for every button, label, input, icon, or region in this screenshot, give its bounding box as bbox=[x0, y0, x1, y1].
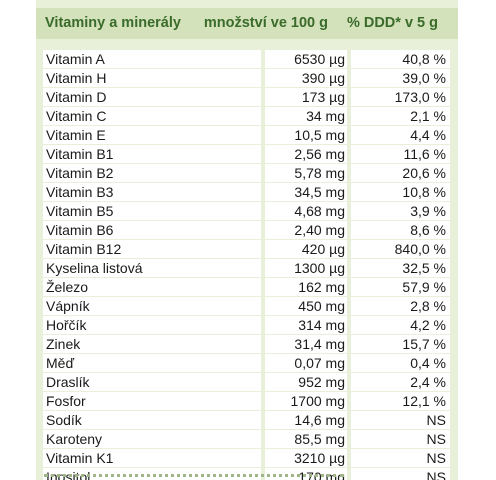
cell-ddd-percent: 10,8 % bbox=[351, 183, 450, 201]
table-row: Vitamin A 6530 µg 40,8 % bbox=[43, 50, 450, 69]
cell-ddd-percent: 2,8 % bbox=[351, 297, 450, 315]
table-row: Vitamin B2 5,78 mg 20,6 % bbox=[43, 164, 450, 183]
cell-nutrient-name: Fosfor bbox=[43, 392, 261, 410]
table-row: Draslík 952 mg 2,4 % bbox=[43, 373, 450, 392]
cell-amount-per-100g: 162 mg bbox=[265, 278, 347, 296]
cell-amount-per-100g: 420 µg bbox=[265, 240, 347, 258]
cell-ddd-percent: NS bbox=[351, 411, 450, 429]
table-row: Vitamin B1 2,56 mg 11,6 % bbox=[43, 145, 450, 164]
cell-amount-per-100g: 1700 mg bbox=[265, 392, 347, 410]
cell-nutrient-name: Měď bbox=[43, 354, 261, 372]
cell-amount-per-100g: 14,6 mg bbox=[265, 411, 347, 429]
cell-nutrient-name: Vitamin B5 bbox=[43, 202, 261, 220]
table-row: Zinek 31,4 mg 15,7 % bbox=[43, 335, 450, 354]
cell-nutrient-name: Kyselina listová bbox=[43, 259, 261, 277]
cell-ddd-percent: 12,1 % bbox=[351, 392, 450, 410]
table-row: Železo 162 mg 57,9 % bbox=[43, 278, 450, 297]
cell-nutrient-name: Sodík bbox=[43, 411, 261, 429]
cell-nutrient-name: Vitamin D bbox=[43, 88, 261, 106]
cell-ddd-percent: 173,0 % bbox=[351, 88, 450, 106]
cell-ddd-percent: 4,2 % bbox=[351, 316, 450, 334]
cell-amount-per-100g: 4,68 mg bbox=[265, 202, 347, 220]
table-row: Vitamin C 34 mg 2,1 % bbox=[43, 107, 450, 126]
header-ddd: % DDD* v 5 g bbox=[346, 15, 438, 31]
table-row: Vitamin H 390 µg 39,0 % bbox=[43, 69, 450, 88]
cell-amount-per-100g: 2,56 mg bbox=[265, 145, 347, 163]
table-row: Hořčík 314 mg 4,2 % bbox=[43, 316, 450, 335]
cell-ddd-percent: 3,9 % bbox=[351, 202, 450, 220]
cell-nutrient-name: Vitamin B6 bbox=[43, 221, 261, 239]
cell-amount-per-100g: 3210 µg bbox=[265, 449, 347, 467]
table-row: Vitamin D 173 µg 173,0 % bbox=[43, 88, 450, 107]
table-body: Vitamin A 6530 µg 40,8 % Vitamin H 390 µ… bbox=[43, 50, 450, 480]
nutrition-table-panel: Vitaminy a minerály množství ve 100 g % … bbox=[36, 0, 458, 480]
cell-amount-per-100g: 5,78 mg bbox=[265, 164, 347, 182]
table-row: Vápník 450 mg 2,8 % bbox=[43, 297, 450, 316]
cell-amount-per-100g: 6530 µg bbox=[265, 50, 347, 68]
cell-nutrient-name: Karoteny bbox=[43, 430, 261, 448]
cell-ddd-percent: 840,0 % bbox=[351, 240, 450, 258]
cell-ddd-percent: NS bbox=[351, 449, 450, 467]
cell-amount-per-100g: 173 µg bbox=[265, 88, 347, 106]
header-name: Vitaminy a minerály bbox=[45, 15, 181, 31]
cell-amount-per-100g: 314 mg bbox=[265, 316, 347, 334]
cell-ddd-percent: 39,0 % bbox=[351, 69, 450, 87]
cell-ddd-percent: NS bbox=[351, 468, 450, 480]
cell-ddd-percent: 2,4 % bbox=[351, 373, 450, 391]
cell-amount-per-100g: 85,5 mg bbox=[265, 430, 347, 448]
cell-amount-per-100g: 450 mg bbox=[265, 297, 347, 315]
cell-amount-per-100g: 34,5 mg bbox=[265, 183, 347, 201]
cut-off-footnote bbox=[44, 474, 344, 480]
table-row: Vitamin E 10,5 mg 4,4 % bbox=[43, 126, 450, 145]
cell-ddd-percent: 2,1 % bbox=[351, 107, 450, 125]
cell-nutrient-name: Vitamin B12 bbox=[43, 240, 261, 258]
cell-nutrient-name: Vitamin A bbox=[43, 50, 261, 68]
cell-amount-per-100g: 34 mg bbox=[265, 107, 347, 125]
table-row: Vitamin B5 4,68 mg 3,9 % bbox=[43, 202, 450, 221]
cell-nutrient-name: Vitamin H bbox=[43, 69, 261, 87]
cell-amount-per-100g: 10,5 mg bbox=[265, 126, 347, 144]
table-row: Měď 0,07 mg 0,4 % bbox=[43, 354, 450, 373]
table-row: Fosfor 1700 mg 12,1 % bbox=[43, 392, 450, 411]
cell-amount-per-100g: 31,4 mg bbox=[265, 335, 347, 353]
cell-nutrient-name: Zinek bbox=[43, 335, 261, 353]
cell-nutrient-name: Draslík bbox=[43, 373, 261, 391]
cell-amount-per-100g: 1300 µg bbox=[265, 259, 347, 277]
cell-ddd-percent: 4,4 % bbox=[351, 126, 450, 144]
table-row: Vitamin B3 34,5 mg 10,8 % bbox=[43, 183, 450, 202]
table-row: Vitamin B12 420 µg 840,0 % bbox=[43, 240, 450, 259]
cell-nutrient-name: Hořčík bbox=[43, 316, 261, 334]
cell-nutrient-name: Vitamin E bbox=[43, 126, 261, 144]
cell-ddd-percent: 8,6 % bbox=[351, 221, 450, 239]
cell-amount-per-100g: 2,40 mg bbox=[265, 221, 347, 239]
cell-ddd-percent: 40,8 % bbox=[351, 50, 450, 68]
table-row: Kyselina listová 1300 µg 32,5 % bbox=[43, 259, 450, 278]
table-row: Vitamin K1 3210 µg NS bbox=[43, 449, 450, 468]
cell-ddd-percent: 32,5 % bbox=[351, 259, 450, 277]
table-row: Vitamin B6 2,40 mg 8,6 % bbox=[43, 221, 450, 240]
cell-nutrient-name: Vitamin B2 bbox=[43, 164, 261, 182]
cell-ddd-percent: NS bbox=[351, 430, 450, 448]
cell-ddd-percent: 20,6 % bbox=[351, 164, 450, 182]
cell-amount-per-100g: 952 mg bbox=[265, 373, 347, 391]
cell-amount-per-100g: 0,07 mg bbox=[265, 354, 347, 372]
cell-ddd-percent: 0,4 % bbox=[351, 354, 450, 372]
cell-nutrient-name: Vitamin K1 bbox=[43, 449, 261, 467]
cell-nutrient-name: Vápník bbox=[43, 297, 261, 315]
cell-ddd-percent: 11,6 % bbox=[351, 145, 450, 163]
cell-nutrient-name: Vitamin C bbox=[43, 107, 261, 125]
cell-nutrient-name: Železo bbox=[43, 278, 261, 296]
cell-nutrient-name: Vitamin B3 bbox=[43, 183, 261, 201]
cell-nutrient-name: Vitamin B1 bbox=[43, 145, 261, 163]
table-row: Karoteny 85,5 mg NS bbox=[43, 430, 450, 449]
cell-ddd-percent: 57,9 % bbox=[351, 278, 450, 296]
table-header: Vitaminy a minerály množství ve 100 g % … bbox=[36, 8, 458, 39]
cell-ddd-percent: 15,7 % bbox=[351, 335, 450, 353]
header-amount: množství ve 100 g bbox=[203, 15, 328, 31]
cell-amount-per-100g: 390 µg bbox=[265, 69, 347, 87]
table-row: Sodík 14,6 mg NS bbox=[43, 411, 450, 430]
